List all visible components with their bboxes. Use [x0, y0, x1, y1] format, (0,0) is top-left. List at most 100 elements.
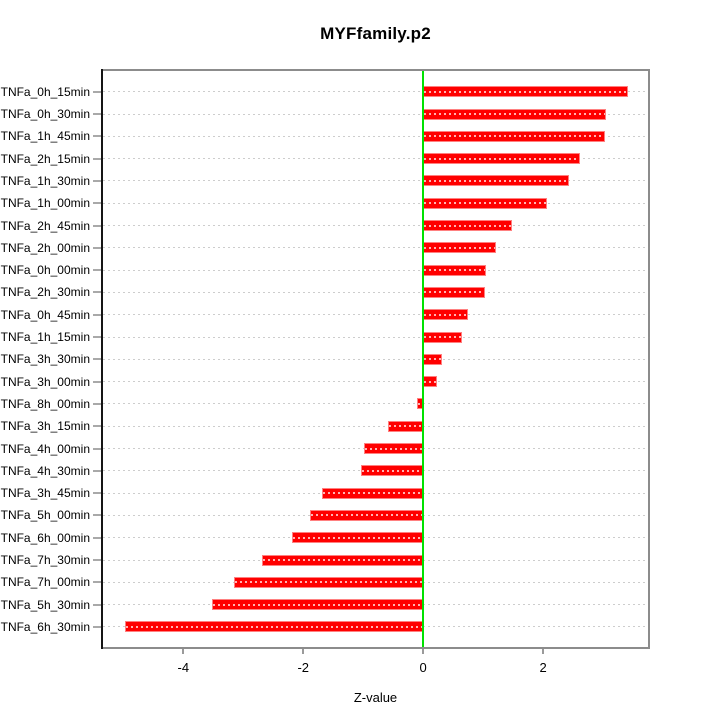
bar [388, 420, 424, 432]
y-axis-tick [93, 514, 101, 517]
y-axis-label: TNFa_6h_30min [0, 619, 90, 634]
y-axis-label: TNFa_0h_45min [0, 307, 90, 322]
y-axis-label: TNFa_5h_30min [0, 597, 90, 612]
x-axis-tick [422, 649, 425, 654]
x-axis-tick [542, 649, 545, 654]
y-axis-tick [93, 536, 101, 539]
y-axis-label: TNFa_0h_15min [0, 84, 90, 99]
y-axis-tick [93, 625, 101, 628]
gridline [103, 403, 648, 405]
y-axis-tick [93, 291, 101, 294]
bar [322, 487, 424, 499]
y-axis-tick [93, 224, 101, 227]
gridline [103, 336, 648, 338]
y-axis-tick [93, 603, 101, 606]
y-axis-tick [93, 157, 101, 160]
gridline [103, 291, 648, 293]
bar [364, 443, 424, 454]
y-axis-label: TNFa_0h_30min [0, 107, 90, 121]
bar [309, 509, 424, 521]
gridline [103, 225, 648, 226]
y-axis-label: TNFa_2h_15min [0, 151, 90, 166]
y-axis-label: TNFa_3h_00min [0, 374, 90, 389]
y-axis-tick [93, 336, 101, 338]
bar [423, 331, 462, 343]
y-axis-tick [93, 581, 101, 584]
gridline [103, 135, 648, 137]
bar [262, 554, 424, 566]
y-axis-tick [93, 90, 101, 93]
gridline [103, 113, 648, 115]
x-axis-title: Z-value [353, 690, 398, 705]
y-axis-tick [93, 179, 101, 182]
y-axis-label: TNFa_2h_30min [0, 285, 90, 300]
y-axis-tick [93, 358, 101, 361]
gridline [103, 269, 648, 271]
gridline [103, 202, 648, 204]
bar [211, 599, 424, 611]
bar [423, 242, 496, 254]
y-axis-label: TNFa_6h_00min [0, 530, 90, 545]
y-axis-label: TNFa_3h_45min [0, 486, 90, 501]
gridline [103, 180, 648, 182]
y-axis-label: TNFa_1h_00min [0, 196, 90, 211]
gridline [103, 381, 648, 383]
bar [423, 220, 513, 231]
y-axis-label: TNFa_0h_00min [0, 263, 90, 278]
y-axis-label: TNFa_1h_15min [0, 330, 90, 344]
bar [423, 108, 607, 120]
gridline [103, 358, 648, 360]
gridline [103, 158, 648, 160]
y-axis-line [101, 69, 103, 649]
y-axis-label: TNFa_2h_00min [0, 240, 90, 255]
bar [361, 465, 424, 477]
bar [423, 197, 547, 209]
gridline [103, 314, 648, 316]
y-axis-tick [93, 447, 101, 450]
y-axis-tick [93, 402, 101, 405]
y-axis-label: TNFa_2h_45min [0, 218, 90, 233]
bar [423, 153, 581, 165]
y-axis-label: TNFa_3h_15min [0, 419, 90, 434]
y-axis-tick [93, 425, 101, 428]
chart-title: MYFfamily.p2 [320, 24, 431, 43]
y-axis-tick [93, 113, 101, 115]
x-axis-tick-label: 0 [419, 660, 427, 675]
x-axis-tick [182, 649, 185, 654]
x-axis-tick-label: -4 [177, 660, 190, 675]
gridline [103, 247, 648, 249]
gridline [103, 91, 648, 93]
y-axis-tick [93, 380, 101, 383]
bar [423, 376, 437, 388]
bar [423, 130, 605, 142]
x-axis-tick-label: 2 [539, 660, 547, 675]
y-axis-tick [93, 246, 101, 249]
y-axis-tick [93, 202, 101, 205]
x-axis-tick [302, 649, 305, 654]
bar [292, 532, 424, 544]
bar [423, 286, 485, 298]
bar [423, 264, 487, 276]
y-axis-tick [93, 135, 101, 138]
y-axis-label: TNFa_7h_00min [0, 575, 90, 590]
bar [423, 175, 569, 187]
y-axis-tick [93, 469, 101, 472]
bar [125, 621, 424, 633]
y-axis-tick [93, 559, 101, 561]
y-axis-tick [93, 492, 101, 495]
bar [233, 576, 424, 588]
x-axis-tick-label: -2 [297, 660, 310, 675]
y-axis-tick [93, 313, 101, 316]
bar [423, 309, 469, 321]
zero-line [422, 71, 425, 647]
y-axis-label: TNFa_1h_30min [0, 173, 90, 188]
y-axis-label: TNFa_8h_00min [0, 396, 90, 411]
bar [423, 353, 442, 365]
y-axis-tick [93, 269, 101, 272]
gridline [103, 425, 648, 427]
y-axis-label: TNFa_7h_30min [0, 553, 90, 567]
plot-area [93, 69, 650, 649]
bar [423, 86, 629, 98]
y-axis-label: TNFa_3h_30min [0, 352, 90, 367]
y-axis-label: TNFa_4h_30min [0, 463, 90, 478]
